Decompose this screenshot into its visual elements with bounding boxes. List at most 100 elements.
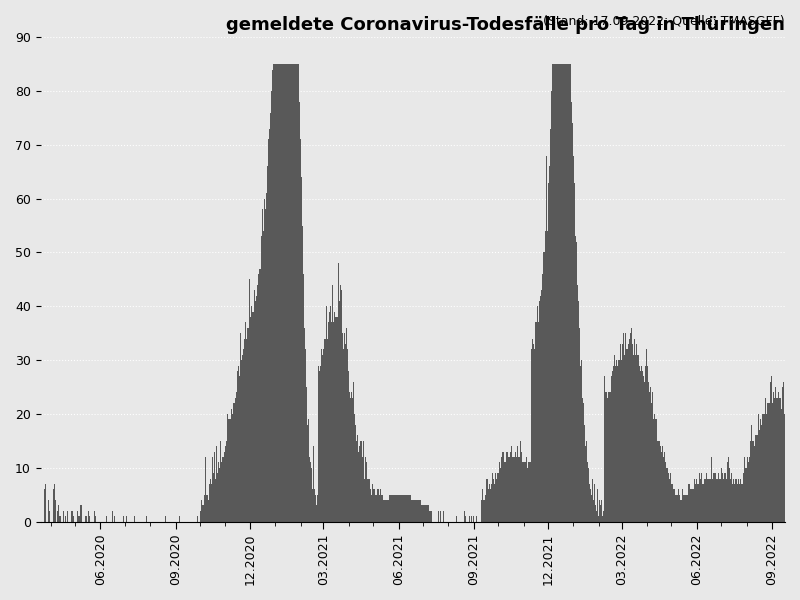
Bar <box>710 479 711 521</box>
Bar <box>559 64 560 521</box>
Bar <box>334 311 335 521</box>
Bar <box>688 484 689 521</box>
Bar <box>538 311 539 521</box>
Bar <box>596 511 597 521</box>
Bar <box>640 371 641 521</box>
Bar <box>761 425 762 521</box>
Bar <box>651 403 652 521</box>
Bar <box>762 425 763 521</box>
Bar <box>673 468 674 521</box>
Bar <box>394 494 395 521</box>
Bar <box>432 511 433 521</box>
Bar <box>437 511 438 521</box>
Bar <box>556 64 557 521</box>
Bar <box>464 511 465 521</box>
Bar <box>526 457 527 521</box>
Bar <box>593 505 594 521</box>
Bar <box>629 344 630 521</box>
Bar <box>70 511 71 521</box>
Bar <box>779 398 780 521</box>
Bar <box>312 489 313 521</box>
Bar <box>639 365 640 521</box>
Bar <box>341 290 342 521</box>
Bar <box>392 494 393 521</box>
Bar <box>383 500 384 521</box>
Bar <box>235 392 236 521</box>
Bar <box>254 290 255 521</box>
Bar <box>266 166 267 521</box>
Bar <box>55 500 56 521</box>
Bar <box>227 414 228 521</box>
Bar <box>241 333 242 521</box>
Bar <box>585 425 586 521</box>
Bar <box>541 290 542 521</box>
Bar <box>772 403 773 521</box>
Bar <box>604 376 605 521</box>
Bar <box>320 365 321 521</box>
Bar <box>63 511 64 521</box>
Bar <box>295 64 296 521</box>
Bar <box>781 387 782 521</box>
Bar <box>574 215 575 521</box>
Bar <box>271 91 272 521</box>
Bar <box>359 446 360 521</box>
Bar <box>654 419 655 521</box>
Bar <box>269 129 270 521</box>
Bar <box>649 392 650 521</box>
Bar <box>316 494 317 521</box>
Bar <box>372 484 373 521</box>
Bar <box>332 285 333 521</box>
Bar <box>547 231 548 521</box>
Bar <box>697 484 698 521</box>
Bar <box>88 511 89 521</box>
Bar <box>366 463 367 521</box>
Bar <box>324 338 325 521</box>
Bar <box>323 349 324 521</box>
Bar <box>260 269 261 521</box>
Bar <box>703 484 704 521</box>
Bar <box>336 317 337 521</box>
Bar <box>428 505 430 521</box>
Bar <box>277 64 278 521</box>
Bar <box>634 338 635 521</box>
Bar <box>765 398 766 521</box>
Bar <box>685 494 686 521</box>
Bar <box>728 457 729 521</box>
Bar <box>218 463 219 521</box>
Bar <box>705 473 706 521</box>
Bar <box>746 468 747 521</box>
Bar <box>362 457 363 521</box>
Bar <box>414 500 415 521</box>
Bar <box>783 382 784 521</box>
Bar <box>212 457 213 521</box>
Bar <box>496 479 497 521</box>
Bar <box>232 414 233 521</box>
Bar <box>696 479 697 521</box>
Bar <box>650 392 651 521</box>
Bar <box>502 452 503 521</box>
Bar <box>778 392 779 521</box>
Bar <box>351 376 353 521</box>
Bar <box>301 177 302 521</box>
Bar <box>662 446 663 521</box>
Bar <box>609 392 610 521</box>
Bar <box>627 349 628 521</box>
Bar <box>501 457 502 521</box>
Bar <box>403 494 404 521</box>
Bar <box>59 516 60 521</box>
Bar <box>395 494 396 521</box>
Bar <box>766 392 767 521</box>
Bar <box>65 516 66 521</box>
Bar <box>250 317 251 521</box>
Bar <box>573 155 574 521</box>
Bar <box>623 333 624 521</box>
Bar <box>406 494 407 521</box>
Bar <box>350 392 351 521</box>
Bar <box>520 441 521 521</box>
Bar <box>369 479 370 521</box>
Bar <box>536 322 537 521</box>
Bar <box>253 311 254 521</box>
Bar <box>754 446 755 521</box>
Bar <box>471 516 472 521</box>
Bar <box>331 322 332 521</box>
